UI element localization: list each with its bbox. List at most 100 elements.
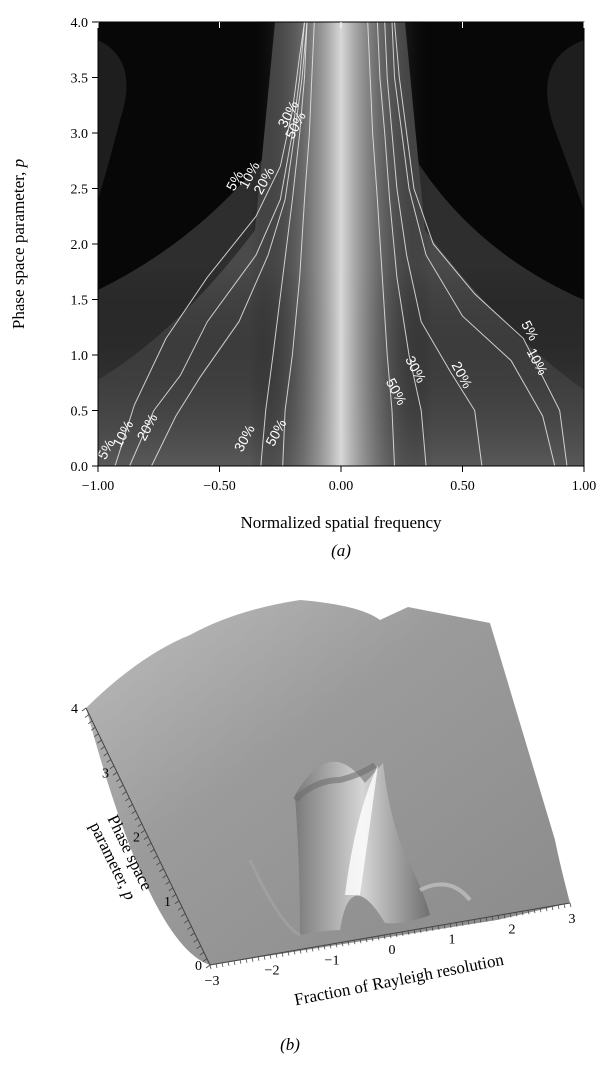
y-tick-label: 0.0 (71, 460, 89, 475)
x-minor-tick (539, 908, 542, 913)
x-minor-tick (371, 937, 374, 942)
contour-30pct-left (260, 22, 308, 466)
y-minor-tick (149, 849, 155, 853)
x-minor-tick (557, 904, 560, 910)
y-minor-tick (106, 759, 112, 763)
heatmap-corner-left (98, 40, 127, 200)
x-minor-tick (419, 928, 422, 933)
x-minor-tick (281, 952, 284, 957)
x-minor-tick (317, 946, 320, 951)
x-minor-tick (383, 934, 386, 940)
y-axis-minor-ticks (81, 707, 211, 969)
x-tick-label-b: −2 (265, 964, 280, 979)
y-tick-label-b: 3 (102, 766, 109, 781)
x-minor-tick (233, 960, 236, 965)
y-minor-tick (134, 816, 139, 821)
y-minor-tick (122, 791, 127, 795)
y-minor-tick (199, 951, 205, 956)
y-minor-tick (190, 932, 195, 937)
x-minor-tick (215, 963, 218, 969)
contour-10pct-left (129, 22, 305, 466)
x-minor-tick (287, 951, 290, 956)
x-minor-tick (545, 907, 548, 912)
y-minor-tick (131, 810, 136, 815)
x-minor-tick (365, 938, 368, 943)
x-minor-tick (395, 932, 398, 938)
contour-5pct-right (394, 22, 568, 466)
surface-highlight (345, 765, 378, 895)
x-minor-tick (413, 929, 416, 934)
panel-a: 5% 10% 20% 30% 50% 5% 10% 20% 30% 50% 5% 10% 20% 30% 5… (9, 16, 597, 560)
y-minor-tick (174, 900, 180, 905)
y-minor-tick (143, 836, 149, 840)
x-minor-tick (221, 962, 224, 968)
x-minor-tick (257, 956, 260, 961)
y-minor-tick (125, 797, 130, 802)
x-tick-label-b: 3 (569, 912, 576, 927)
x-minor-tick (407, 930, 410, 935)
x-minor-tick (527, 910, 530, 915)
x-tick-label: 0.00 (329, 479, 354, 494)
y-minor-tick (177, 906, 183, 911)
y-tick-label: 4.0 (71, 16, 89, 31)
x-minor-tick (551, 906, 554, 911)
x-minor-tick (431, 926, 434, 931)
contour-50pct-right (367, 22, 395, 466)
y-axis: 0.0 0.5 1.0 1.5 2.0 2.5 3.0 3.5 4.0 (71, 16, 98, 475)
y-minor-tick (168, 887, 174, 892)
y-tick-label: 1.5 (71, 294, 89, 309)
x-axis-b: −3 −2 −1 0 1 2 3 (205, 912, 576, 989)
x-minor-tick (341, 942, 344, 947)
y-minor-tick (146, 842, 152, 847)
y-minor-tick (187, 926, 192, 930)
x-minor-tick (503, 914, 506, 919)
x-minor-tick (473, 919, 476, 924)
x-tick-label: 1.00 (572, 479, 597, 494)
y-tick-label: 2.0 (71, 238, 89, 253)
surface-fold-left (248, 859, 301, 937)
y-minor-tick (156, 861, 161, 866)
x-tick-label-b: 2 (509, 922, 516, 937)
caption-b: (b) (280, 1035, 300, 1054)
y-minor-tick (205, 964, 211, 969)
x-minor-tick (299, 949, 302, 954)
x-minor-tick (305, 948, 308, 953)
surface-crest (292, 762, 377, 803)
y-minor-tick (109, 765, 115, 770)
x-minor-tick (437, 925, 440, 930)
y-minor-tick (91, 726, 96, 731)
y-minor-tick (94, 733, 99, 738)
x-minor-tick (239, 959, 242, 964)
y-minor-tick (81, 707, 87, 712)
x-tick-label: −0.50 (203, 479, 235, 494)
x-tick-label-b: 1 (449, 933, 456, 948)
y-axis-title-b-symbol: p (119, 886, 140, 903)
x-minor-tick (293, 950, 296, 955)
contour-10pct-right (391, 22, 556, 466)
x-minor-tick (569, 902, 572, 908)
contour-20pct-right (384, 22, 483, 466)
y-tick-label: 0.5 (71, 405, 89, 420)
y-minor-tick (128, 804, 133, 808)
y-minor-tick (196, 945, 201, 950)
x-minor-tick (347, 941, 350, 946)
heatmap-chart: 5%10%20% 30% 50%5%10%20%30%50%5%10%20%30%5… (9, 16, 597, 560)
x-minor-tick (461, 921, 464, 926)
x-minor-tick (401, 931, 404, 937)
y-minor-tick (137, 823, 143, 827)
caption-a: (a) (331, 541, 351, 560)
x-minor-tick (509, 913, 512, 918)
x-minor-tick (521, 911, 524, 916)
x-minor-tick (497, 915, 500, 920)
surface-fold-right (419, 882, 472, 902)
y-minor-tick (184, 919, 189, 924)
y-tick-label: 1.0 (71, 349, 89, 364)
y-minor-tick (171, 894, 177, 898)
x-minor-tick (329, 944, 332, 949)
x-minor-tick (269, 954, 272, 959)
x-minor-tick (335, 943, 338, 948)
x-minor-tick (443, 924, 446, 929)
contour-lines (114, 22, 568, 466)
